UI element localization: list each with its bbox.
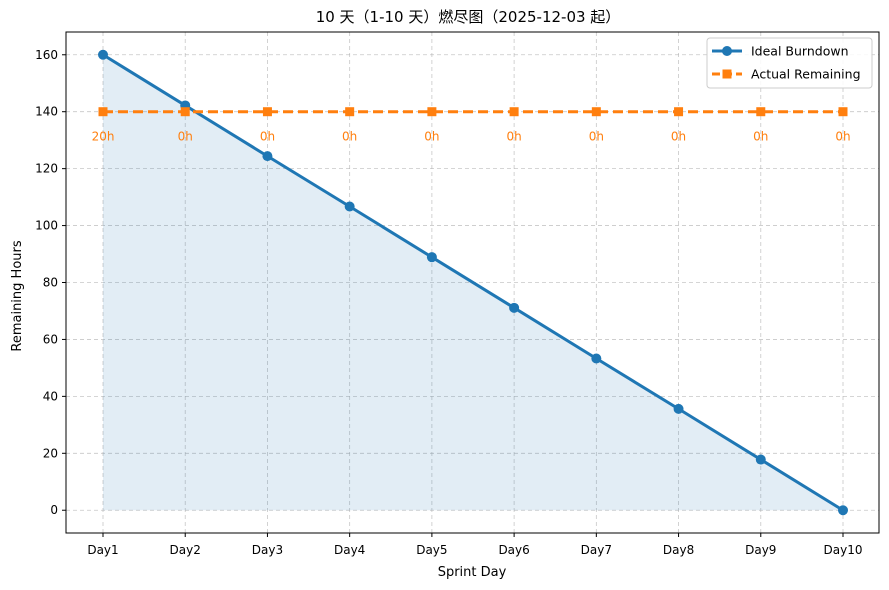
actual-remaining-point <box>345 107 355 117</box>
ideal-burndown-point <box>426 252 437 263</box>
data-label: 0h <box>835 130 850 144</box>
y-tick-label: 40 <box>43 389 58 403</box>
actual-remaining-point <box>98 107 108 117</box>
x-tick-label: Day6 <box>498 543 529 557</box>
data-label: 0h <box>178 130 193 144</box>
data-label: 0h <box>342 130 357 144</box>
actual-remaining-point <box>180 107 190 117</box>
data-label: 0h <box>506 130 521 144</box>
y-tick-label: 20 <box>43 446 58 460</box>
actual-remaining-point <box>509 107 519 117</box>
x-tick-label: Day5 <box>416 543 447 557</box>
data-label: 20h <box>92 130 115 144</box>
y-axis-ticks: 0 20 40 60 80 100 120 140 160 <box>35 48 66 517</box>
ideal-burndown-point <box>509 302 520 313</box>
data-labels: 20h 0h 0h 0h 0h 0h 0h 0h 0h 0h <box>92 130 851 144</box>
actual-remaining-point <box>674 107 684 117</box>
legend: Ideal Burndown Actual Remaining <box>706 37 873 89</box>
data-label: 0h <box>424 130 439 144</box>
legend-ideal-burndown-label: Ideal Burndown <box>751 44 849 59</box>
ideal-burndown-point <box>262 151 273 162</box>
legend-box <box>706 37 873 89</box>
data-label: 0h <box>589 130 604 144</box>
chart-title: 10 天（1-10 天）燃尽图（2025-12-03 起） <box>316 8 621 26</box>
x-tick-label: Day9 <box>745 543 776 557</box>
x-tick-label: Day3 <box>252 543 283 557</box>
x-tick-label: Day10 <box>824 543 863 557</box>
ideal-burndown-point <box>344 201 355 212</box>
data-label: 0h <box>260 130 275 144</box>
actual-remaining-point <box>591 107 601 117</box>
actual-remaining-point <box>427 107 437 117</box>
x-tick-label: Day4 <box>334 543 365 557</box>
y-tick-label: 160 <box>35 48 58 62</box>
legend-actual-remaining-marker <box>722 69 732 79</box>
y-tick-label: 80 <box>43 276 58 290</box>
ideal-burndown-point <box>98 49 108 60</box>
data-label: 0h <box>753 130 768 144</box>
x-tick-label: Day1 <box>87 543 118 557</box>
y-tick-label: 0 <box>50 503 58 517</box>
data-label: 0h <box>671 130 686 144</box>
ideal-burndown-line <box>102 53 844 512</box>
series-layer <box>98 49 848 516</box>
actual-remaining-point <box>756 107 766 117</box>
ideal-burndown-point <box>755 454 766 465</box>
actual-remaining-point <box>838 107 848 117</box>
x-axis-title: Sprint Day <box>438 565 507 580</box>
ideal-burndown-point <box>591 353 602 364</box>
ideal-burndown-point <box>838 505 848 516</box>
x-tick-label: Day8 <box>663 543 694 557</box>
x-tick-label: Day7 <box>581 543 612 557</box>
ideal-burndown-point <box>673 403 684 414</box>
y-tick-label: 100 <box>35 219 58 233</box>
y-tick-label: 140 <box>35 105 58 119</box>
legend-ideal-burndown-marker <box>722 46 732 56</box>
actual-remaining-point <box>262 107 272 117</box>
y-tick-label: 120 <box>35 162 58 176</box>
legend-actual-remaining-label: Actual Remaining <box>751 67 861 82</box>
y-axis-title: Remaining Hours <box>10 240 25 351</box>
y-tick-label: 60 <box>43 332 58 346</box>
x-axis-ticks: Day1 Day2 Day3 Day4 Day5 Day6 Day7 Day8 Day9 Day1… <box>87 533 862 557</box>
x-tick-label: Day2 <box>170 543 201 557</box>
